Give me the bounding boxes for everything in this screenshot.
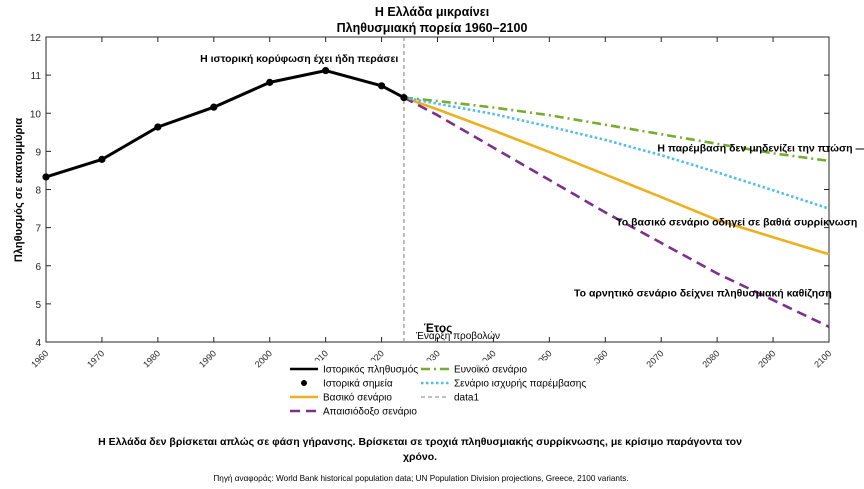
x-tick-label-4: 2000 — [253, 348, 274, 369]
legend-label-4: Βασικό σενάριο — [323, 392, 392, 404]
projection-start-label: Έναρξη προβολών — [415, 330, 500, 342]
x-tick-label-13: 2090 — [756, 348, 777, 369]
legend-box — [279, 360, 597, 419]
legend-label-0: Ιστορικός πληθυσμός — [323, 364, 418, 376]
annotation-1: Η παρέμβαση δεν μηδενίζει την πτώση — τη… — [657, 142, 864, 154]
legend-swatch-2 — [301, 380, 307, 386]
x-axis-label: Έτος — [424, 321, 453, 335]
historical-point-1 — [98, 155, 106, 163]
series-line-5 — [403, 96, 830, 210]
series-line-0 — [45, 69, 405, 179]
annotations: Η ιστορική κορύφωση έχει ήδη περάσει Η πα… — [200, 53, 864, 299]
axes-box — [45, 36, 830, 343]
historical-point-7 — [400, 94, 408, 102]
legend-label-1: Ευνοϊκό σενάριο — [454, 364, 527, 376]
source-note: Πηγή αναφοράς: World Bank historical pop… — [213, 474, 628, 483]
y-tick-label-2: 6 — [35, 262, 41, 273]
y-axis-label: Πληθυσμός σε εκατομμύρια — [13, 118, 25, 262]
y-tick-label-0: 4 — [35, 338, 41, 349]
x-tick-label-12: 2080 — [700, 348, 721, 369]
y-tick-label-8: 12 — [30, 33, 42, 44]
caption-line-2: χρόνο. — [403, 451, 437, 463]
x-tick-label-2: 1980 — [141, 348, 162, 369]
chart-title: Η Ελλάδα μικραίνει — [375, 5, 490, 19]
legend-label-6: Απαισιόδοξο σενάριο — [323, 406, 417, 418]
y-tick-label-7: 11 — [31, 71, 42, 82]
x-tick-label-0: 1960 — [29, 348, 50, 369]
legend: Ιστορικός πληθυσμός Ευνοϊκό σενάριο Ιστορι… — [279, 360, 597, 419]
series-line-3 — [403, 96, 830, 328]
x-tick-label-14: 2100 — [812, 348, 833, 369]
series-line-2 — [403, 96, 830, 256]
x-tick-label-1: 1970 — [85, 348, 106, 369]
y-tick-label-3: 7 — [35, 224, 41, 235]
caption-line-1: Η Ελλάδα δεν βρίσκεται απλώς σε φάση γήρ… — [98, 436, 742, 448]
annotation-3: Το αρνητικό σενάριο δείχνει πληθυσμιακή … — [574, 287, 832, 299]
y-tick-label-4: 8 — [35, 186, 41, 197]
y-tick-label-1: 5 — [35, 300, 41, 311]
historical-point-0 — [42, 173, 50, 181]
x-tick-label-11: 2070 — [644, 348, 665, 369]
legend-label-5: data1 — [454, 393, 479, 404]
historical-point-2 — [154, 123, 162, 131]
legend-label-2: Ιστορικά σημεία — [323, 378, 393, 390]
y-tick-label-5: 9 — [35, 147, 41, 158]
legend-label-3: Σενάριο ισχυρής παρέμβασης — [454, 378, 586, 390]
historical-point-6 — [377, 82, 386, 90]
plot-area — [45, 36, 830, 343]
historical-point-3 — [210, 103, 218, 111]
chart-subtitle: Πληθυσμιακή πορεία 1960–2100 — [337, 21, 528, 35]
historical-point-4 — [266, 78, 274, 86]
series-line-4 — [403, 96, 830, 163]
annotation-0: Η ιστορική κορύφωση έχει ήδη περάσει — [200, 53, 398, 65]
annotation-2: Το βασικό σενάριο οδηγεί σε βαθιά συρρίκ… — [616, 217, 857, 229]
series-layer — [42, 37, 830, 342]
y-tick-label-6: 10 — [30, 109, 42, 120]
historical-point-5 — [322, 66, 330, 75]
x-tick-label-3: 1990 — [197, 348, 218, 369]
